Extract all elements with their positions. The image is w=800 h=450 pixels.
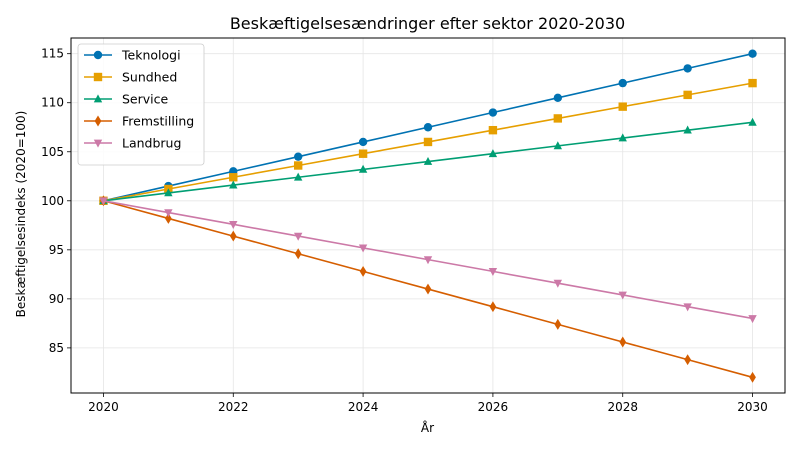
data-point <box>748 49 757 58</box>
data-point <box>684 354 691 366</box>
data-point <box>164 188 173 197</box>
x-tick-label: 2028 <box>607 400 638 414</box>
data-point <box>358 149 368 158</box>
data-point <box>99 197 108 206</box>
y-tick-label: 110 <box>41 96 64 110</box>
y-tick-label: 115 <box>41 47 64 61</box>
data-point <box>165 212 172 224</box>
plot-frame <box>70 37 786 394</box>
chart-title: Beskæftigelsesændringer efter sektor 202… <box>230 14 625 33</box>
data-point <box>553 279 563 288</box>
data-point <box>488 149 498 158</box>
data-point <box>749 371 756 383</box>
data-point <box>423 256 433 265</box>
data-point <box>554 318 562 330</box>
data-point <box>229 180 238 189</box>
data-point <box>488 108 498 117</box>
legend-swatch-marker <box>93 139 103 148</box>
series-fremstilling <box>100 195 756 383</box>
data-point <box>553 93 563 103</box>
legend-swatch-marker <box>94 115 102 127</box>
y-tick-label: 100 <box>41 194 64 208</box>
data-point <box>424 283 432 295</box>
legend-label: Landbrug <box>122 136 181 151</box>
data-point <box>293 232 303 241</box>
x-tick-label: 2024 <box>348 400 379 414</box>
data-point <box>553 141 563 150</box>
legend-item: Fremstilling <box>84 114 194 129</box>
legend-swatch-marker <box>93 72 103 82</box>
data-point <box>748 117 757 126</box>
data-point <box>358 164 368 173</box>
series-landbrug <box>99 197 757 324</box>
y-axis-label: Beskæftigelsesindeks (2020=100) <box>14 111 28 318</box>
data-point <box>748 78 757 88</box>
data-point <box>553 114 563 123</box>
data-point <box>359 265 367 277</box>
data-point <box>164 209 173 218</box>
series-layer <box>99 49 757 383</box>
legend: Teknologi Sundhed Service Fremstilling Landb… <box>77 43 205 166</box>
legend-label: Fremstilling <box>122 114 194 129</box>
x-tick-label: 2020 <box>88 400 119 414</box>
data-point <box>423 137 433 147</box>
data-point <box>229 220 238 229</box>
legend-label: Service <box>122 92 169 107</box>
x-tick-label: 2030 <box>737 400 768 414</box>
data-point <box>683 303 692 312</box>
legend-swatch-marker <box>93 94 103 103</box>
legend-item: Landbrug <box>84 136 181 151</box>
legend-swatch-marker <box>93 50 103 60</box>
data-point <box>618 78 627 88</box>
data-point <box>358 244 368 253</box>
series-teknologi <box>99 49 757 205</box>
legend-item: Sundhed <box>84 70 177 85</box>
y-tick-label: 85 <box>49 341 64 355</box>
data-point <box>423 156 433 165</box>
y-tick-label: 105 <box>41 145 64 159</box>
data-point <box>488 268 498 277</box>
legend-box <box>77 43 205 166</box>
data-point <box>489 301 497 313</box>
x-axis-label: År <box>421 420 434 435</box>
axes: 2020 2022 2024 2026 2028 2030 85 90 95 100 105 110 1… <box>41 47 768 414</box>
data-point <box>618 291 627 300</box>
x-tick-label: 2026 <box>478 400 509 414</box>
data-point <box>229 173 238 182</box>
data-point <box>293 172 303 181</box>
x-tick-label: 2022 <box>218 400 249 414</box>
data-point <box>748 315 757 324</box>
data-point <box>293 161 303 170</box>
y-tick-label: 95 <box>49 243 64 257</box>
data-point <box>683 64 692 73</box>
data-point <box>618 102 627 111</box>
legend-label: Teknologi <box>121 48 181 63</box>
data-point <box>618 133 627 142</box>
data-point <box>619 336 627 348</box>
data-point <box>683 90 692 100</box>
y-tick-label: 90 <box>49 292 64 306</box>
data-point <box>358 137 368 147</box>
data-point <box>229 230 237 242</box>
legend-item: Service <box>84 92 169 107</box>
data-point <box>293 152 303 161</box>
data-point <box>488 125 498 135</box>
data-point <box>423 123 433 132</box>
data-point <box>294 248 302 260</box>
legend-item: Teknologi <box>84 48 181 63</box>
data-point <box>683 125 692 134</box>
legend-label: Sundhed <box>122 70 177 85</box>
